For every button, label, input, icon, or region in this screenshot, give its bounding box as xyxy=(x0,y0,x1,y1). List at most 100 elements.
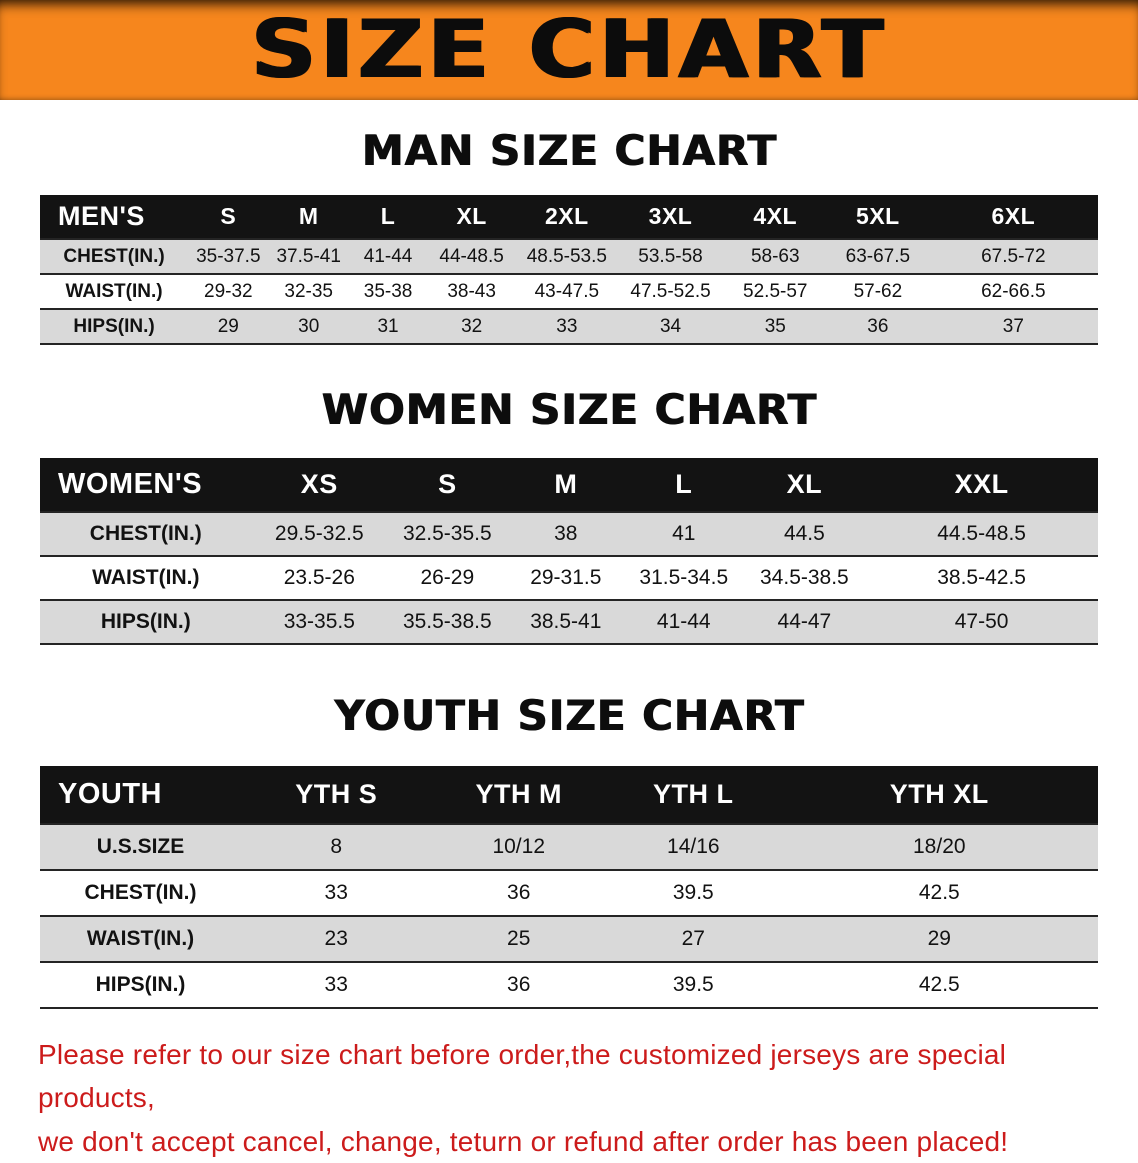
size-value: 67.5-72 xyxy=(981,245,1046,267)
size-value: 36 xyxy=(867,315,889,337)
row-label: WAIST(IN.) xyxy=(92,566,200,589)
size-value: 41 xyxy=(672,522,696,545)
size-column-header: 5XL xyxy=(856,203,900,229)
measurement-row: CHEST(IN.) 35-37.5 37.5-41 41-44 44-48.5 48.5… xyxy=(40,239,1098,274)
row-label: CHEST(IN.) xyxy=(89,522,202,545)
size-value: 53.5-58 xyxy=(638,245,703,267)
table-header-row: YOUTH YTH S YTH M YTH L YTH XL xyxy=(40,766,1098,824)
measurement-row: WAIST(IN.) 29-32 32-35 35-38 38-43 43-47.5 47.… xyxy=(40,274,1098,309)
table-title-cell: MEN'S xyxy=(58,201,145,231)
size-value: 30 xyxy=(298,315,320,337)
size-value: 31.5-34.5 xyxy=(639,566,729,589)
size-value: 34 xyxy=(659,315,682,337)
table-title-cell: WOMEN'S xyxy=(58,468,203,500)
size-value: 47.5-52.5 xyxy=(630,280,711,302)
size-value: 41-44 xyxy=(363,245,413,267)
youth-size-table: YOUTH YTH S YTH M YTH L YTH XL U.S.SIZE 8 10/12… xyxy=(40,766,1098,1009)
size-value: 43-47.5 xyxy=(534,280,600,302)
size-value: 42.5 xyxy=(918,881,960,904)
size-value: 32.5-35.5 xyxy=(402,522,492,545)
row-label: HIPS(IN.) xyxy=(73,315,155,337)
size-column-header: 2XL xyxy=(545,203,589,229)
footer-note: Please refer to our size chart before or… xyxy=(38,1033,1100,1163)
size-column-header: 3XL xyxy=(648,203,693,229)
row-label: U.S.SIZE xyxy=(96,835,185,858)
size-value: 33 xyxy=(556,315,578,337)
size-value: 29 xyxy=(927,927,951,950)
size-column-header: XL xyxy=(456,203,487,229)
youth-size-chart-section: YOUTH SIZE CHART YOUTH YTH S YTH M YTH L YTH… xyxy=(0,691,1138,1009)
size-value: 29-31.5 xyxy=(530,566,602,589)
size-value: 29.5-32.5 xyxy=(274,522,364,545)
size-value: 57-62 xyxy=(853,280,903,302)
size-value: 38-43 xyxy=(447,280,496,302)
man-size-chart-section: MAN SIZE CHART MEN'S S M L XL 2XL 3XL 4XL 5XL 6XL… xyxy=(0,126,1138,345)
size-value: 8 xyxy=(330,835,343,858)
size-column-header: S xyxy=(438,469,457,499)
size-value: 44.5-48.5 xyxy=(937,522,1026,545)
size-value: 41-44 xyxy=(656,610,711,633)
row-label: WAIST(IN.) xyxy=(65,280,163,302)
size-value: 35.5-38.5 xyxy=(402,610,492,633)
size-value: 63-67.5 xyxy=(845,245,911,267)
size-value: 29-32 xyxy=(204,280,253,302)
size-column-header: L xyxy=(380,203,396,229)
size-value: 31 xyxy=(377,315,399,337)
size-value: 32-35 xyxy=(284,280,334,302)
row-label: WAIST(IN.) xyxy=(86,927,195,950)
size-value: 39.5 xyxy=(672,973,714,996)
size-value: 34.5-38.5 xyxy=(760,566,849,589)
size-column-header: YTH XL xyxy=(889,779,989,809)
size-column-header: M xyxy=(298,203,319,229)
row-label: HIPS(IN.) xyxy=(95,973,186,996)
size-column-header: XL xyxy=(786,469,823,499)
row-label: CHEST(IN.) xyxy=(84,881,197,904)
table-header-row: MEN'S S M L XL 2XL 3XL 4XL 5XL 6XL xyxy=(40,195,1098,239)
size-value: 37.5-41 xyxy=(276,245,341,267)
size-column-header: YTH S xyxy=(295,779,378,809)
youth-section-heading: YOUTH SIZE CHART xyxy=(333,691,805,740)
size-value: 33 xyxy=(324,881,348,904)
size-value: 48.5-53.5 xyxy=(526,245,607,267)
size-value: 35-37.5 xyxy=(196,245,261,267)
footer-note-line-1: Please refer to our size chart before or… xyxy=(38,1039,1007,1114)
size-value: 35 xyxy=(764,315,786,337)
size-value: 37 xyxy=(1002,315,1024,337)
size-value: 44-48.5 xyxy=(439,245,504,267)
women-size-chart-section: WOMEN SIZE CHART WOMEN'S XS S M L XL XXL CHEST(… xyxy=(0,385,1138,645)
size-value: 44.5 xyxy=(783,522,825,545)
table-title-cell: YOUTH xyxy=(58,778,162,810)
size-value: 14/16 xyxy=(667,835,720,858)
table-header-row: WOMEN'S XS S M L XL XXL xyxy=(40,458,1098,512)
size-chart-banner: SIZE CHART xyxy=(0,0,1138,100)
size-column-header: S xyxy=(220,203,237,229)
man-section-heading: MAN SIZE CHART xyxy=(361,126,777,175)
measurement-row: HIPS(IN.) 33-35.5 35.5-38.5 38.5-41 41-44 44-… xyxy=(40,600,1098,644)
size-value: 38 xyxy=(554,522,578,545)
size-column-header: 4XL xyxy=(753,203,798,229)
measurement-row: HIPS(IN.) 29 30 31 32 33 34 35 36 37 xyxy=(40,309,1098,344)
size-value: 33 xyxy=(324,973,348,996)
size-column-header: 6XL xyxy=(991,203,1036,229)
size-value: 10/12 xyxy=(492,835,546,858)
footer-note-line-2: we don't accept cancel, change, teturn o… xyxy=(38,1125,1009,1157)
measurement-row: WAIST(IN.) 23.5-26 26-29 29-31.5 31.5-34.5 34… xyxy=(40,556,1098,600)
size-value: 23 xyxy=(324,927,348,950)
size-value: 18/20 xyxy=(913,835,966,858)
row-label: CHEST(IN.) xyxy=(63,245,165,267)
size-value: 62-66.5 xyxy=(981,280,1046,302)
banner-title: SIZE CHART xyxy=(250,3,888,96)
measurement-row: WAIST(IN.) 23 25 27 29 xyxy=(40,916,1098,962)
size-value: 26-29 xyxy=(420,566,475,589)
measurement-row: U.S.SIZE 8 10/12 14/16 18/20 xyxy=(40,824,1098,870)
size-value: 32 xyxy=(461,315,483,337)
size-column-header: YTH M xyxy=(475,779,562,809)
size-column-header: L xyxy=(675,469,693,499)
size-value: 27 xyxy=(681,927,705,950)
size-value: 52.5-57 xyxy=(743,280,808,302)
women-section-heading: WOMEN SIZE CHART xyxy=(321,385,817,434)
men-size-table: MEN'S S M L XL 2XL 3XL 4XL 5XL 6XL CHEST(IN.) 35-37… xyxy=(40,195,1098,345)
size-value: 33-35.5 xyxy=(283,610,355,633)
size-value: 44-47 xyxy=(777,610,832,633)
row-label: HIPS(IN.) xyxy=(100,610,191,633)
